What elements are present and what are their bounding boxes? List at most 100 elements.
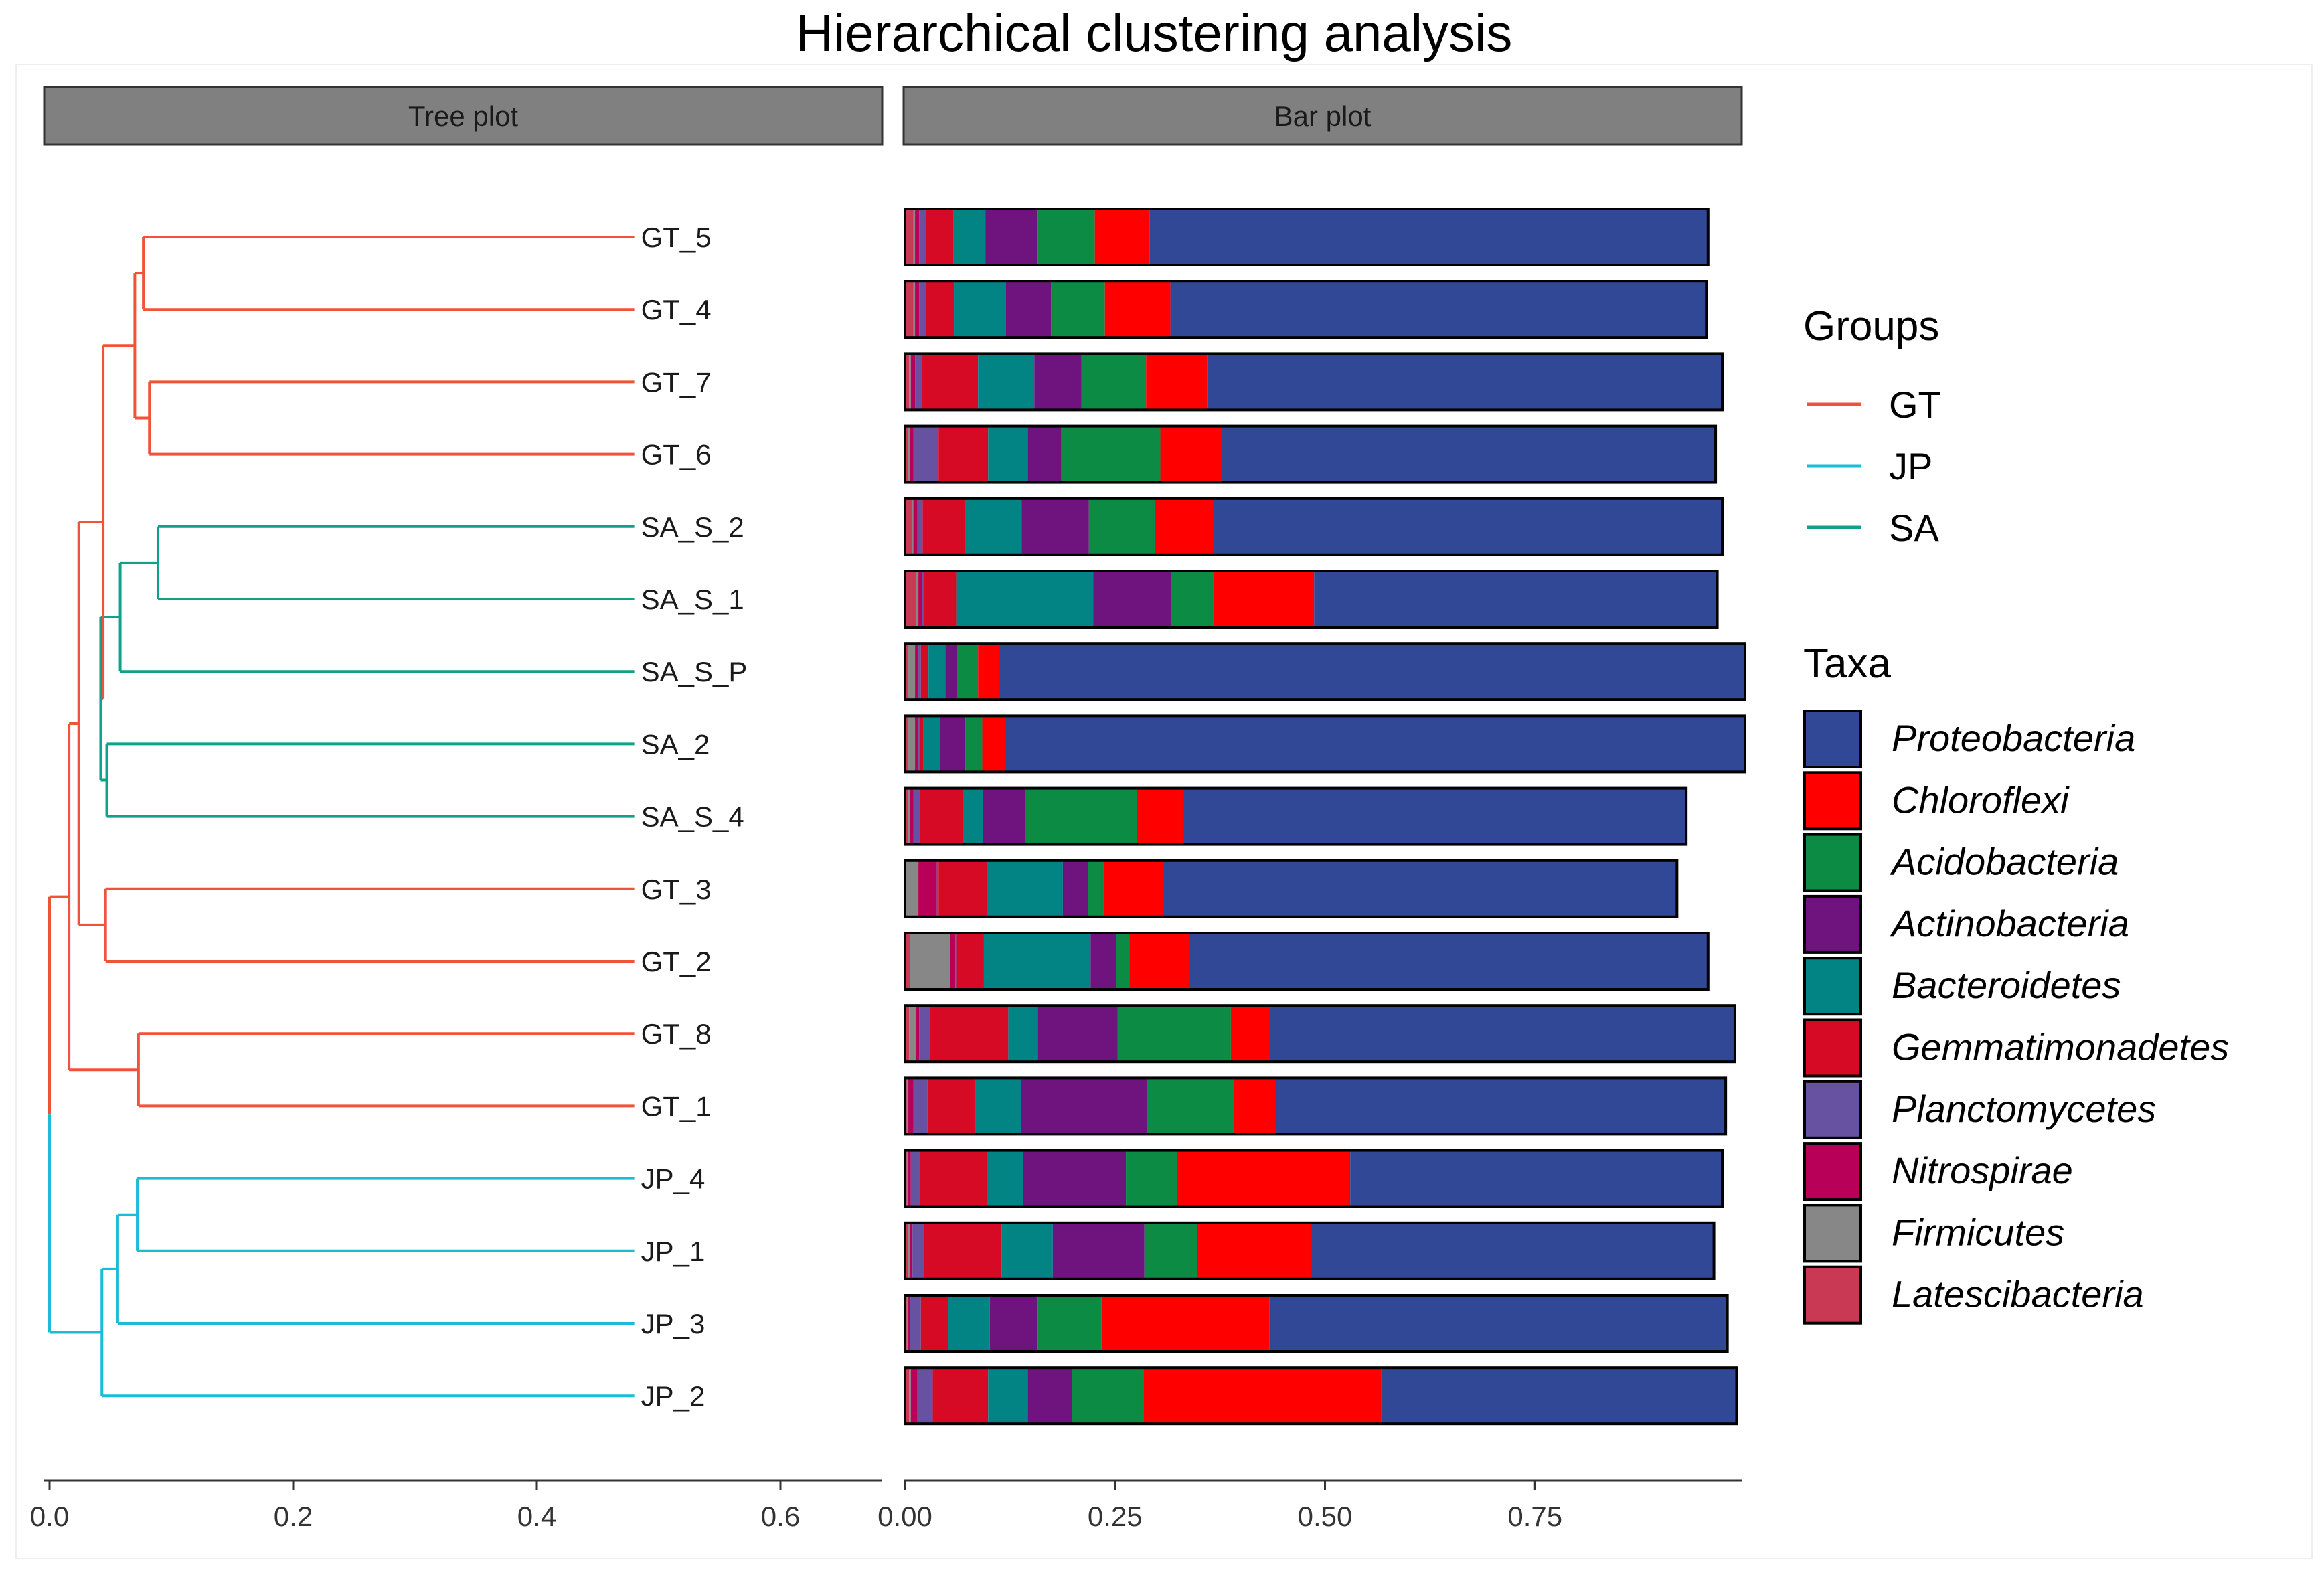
bar-segment-gt-3-gemmatimonadetes — [938, 860, 987, 917]
bar-segment-gt-1-planctomycetes — [913, 1078, 928, 1135]
bar-row-sa-s-2 — [904, 497, 1724, 556]
bar-segment-gt-4-latescibacteria — [905, 281, 914, 338]
bar-segment-gt-1-nitrospirae — [908, 1078, 914, 1135]
bar-segment-gt-2-bacteroidetes — [983, 933, 1091, 989]
bar-row-jp-4 — [904, 1149, 1724, 1208]
bar-segment-gt-6-firmicutes — [908, 426, 910, 483]
bar-segment-sa-s-2-planctomycetes — [917, 498, 923, 555]
bar-segment-gt-1-chloroflexi — [1234, 1078, 1276, 1135]
bar-x-tick-label-0: 0.00 — [878, 1501, 932, 1532]
bar-segment-sa-s-2-firmicutes — [912, 498, 914, 555]
bar-segment-gt-6-chloroflexi — [1160, 426, 1222, 483]
bar-segment-gt-8-actinobacteria — [1038, 1005, 1118, 1062]
bar-segment-gt-7-planctomycetes — [915, 353, 922, 410]
bar-outline-jp-4 — [904, 1149, 1724, 1208]
bar-segment-sa-2-proteobacteria — [1005, 716, 1745, 772]
bar-segment-jp-1-planctomycetes — [912, 1222, 924, 1279]
bar-segment-gt-7-gemmatimonadetes — [922, 353, 979, 410]
bar-segment-gt-2-latescibacteria — [905, 933, 910, 989]
bar-segment-gt-6-latescibacteria — [905, 426, 909, 483]
legend-taxa-label-firmicutes: Firmicutes — [1892, 1211, 2064, 1253]
bar-x-tick-label-1: 0.25 — [1088, 1501, 1143, 1532]
bar-segment-gt-2-nitrospirae — [950, 933, 956, 989]
bar-segment-jp-2-bacteroidetes — [988, 1367, 1028, 1424]
bar-segment-gt-5-bacteroidetes — [953, 209, 986, 265]
leaf-label-gt-2: GT_2 — [641, 946, 712, 977]
legend-taxa-swatch-bacteroidetes — [1803, 957, 1862, 1016]
bar-row-gt-7 — [904, 352, 1724, 412]
bar-segment-gt-7-actinobacteria — [1034, 353, 1082, 410]
bar-segment-jp-1-actinobacteria — [1052, 1222, 1145, 1279]
bar-segment-jp-3-planctomycetes — [910, 1295, 921, 1351]
bar-outline-sa-s-2 — [904, 497, 1724, 556]
bar-segment-sa-s-4-gemmatimonadetes — [919, 788, 963, 845]
bar-segment-gt-8-acidobacteria — [1117, 1005, 1231, 1062]
leaf-label-jp-3: JP_3 — [641, 1308, 706, 1339]
bar-segment-sa-2-chloroflexi — [982, 716, 1005, 772]
bar-segment-gt-1-acidobacteria — [1147, 1078, 1234, 1135]
bar-segment-sa-s-p-gemmatimonadetes — [920, 643, 929, 700]
bar-segment-sa-s-1-latescibacteria — [905, 571, 916, 627]
tree-panel-label: Tree plot — [408, 100, 519, 132]
bar-segment-gt-5-latescibacteria — [905, 209, 914, 265]
bar-segment-sa-s-2-chloroflexi — [1155, 498, 1214, 555]
bar-segment-sa-s-1-actinobacteria — [1093, 571, 1171, 627]
bar-segment-gt-2-firmicutes — [910, 933, 950, 989]
bar-segment-gt-2-actinobacteria — [1090, 933, 1116, 989]
bar-segment-jp-3-actinobacteria — [989, 1295, 1038, 1351]
bar-segment-sa-s-4-bacteroidetes — [963, 788, 983, 845]
bar-segment-jp-4-firmicutes — [906, 1150, 909, 1207]
tree-x-tick-label-2: 0.4 — [517, 1501, 556, 1532]
tree-x-tick-label-0: 0.0 — [30, 1501, 69, 1532]
bar-segment-gt-3-acidobacteria — [1088, 860, 1104, 917]
legend-taxa-title: Taxa — [1803, 641, 1891, 687]
bar-segment-sa-s-2-actinobacteria — [1021, 498, 1089, 555]
bar-segment-sa-s-p-chloroflexi — [978, 643, 999, 700]
leaf-label-gt-6: GT_6 — [641, 439, 712, 471]
bar-segment-jp-4-planctomycetes — [910, 1150, 920, 1207]
leaf-label-jp-2: JP_2 — [641, 1380, 706, 1412]
bar-segment-sa-s-1-chloroflexi — [1213, 571, 1315, 627]
bar-segment-sa-s-p-bacteroidetes — [928, 643, 946, 700]
bar-outline-sa-s-4 — [904, 786, 1688, 846]
bar-segment-sa-s-1-proteobacteria — [1314, 571, 1718, 627]
bar-segment-gt-2-proteobacteria — [1189, 933, 1708, 989]
leaf-label-gt-7: GT_7 — [641, 366, 712, 398]
bar-segment-gt-4-actinobacteria — [1005, 281, 1052, 338]
bar-segment-gt-5-firmicutes — [913, 209, 916, 265]
leaf-label-jp-1: JP_1 — [641, 1236, 706, 1267]
tree-x-tick-label-1: 0.2 — [274, 1501, 313, 1532]
bar-segment-sa-s-p-latescibacteria — [905, 643, 909, 700]
bar-segment-sa-s-2-latescibacteria — [905, 498, 912, 555]
bar-outline-gt-4 — [904, 280, 1708, 339]
bar-segment-jp-2-gemmatimonadetes — [932, 1367, 989, 1424]
legend-group-label-sa: SA — [1889, 507, 1939, 549]
leaf-label-sa-2: SA_2 — [641, 728, 710, 760]
bar-row-gt-8 — [904, 1004, 1736, 1064]
bar-segment-sa-s-2-proteobacteria — [1214, 498, 1723, 555]
legend-taxa-swatch-planctomycetes — [1803, 1080, 1862, 1139]
leaf-label-gt-4: GT_4 — [641, 294, 712, 325]
bar-segment-sa-s-p-actinobacteria — [945, 643, 957, 700]
bar-segment-jp-3-bacteroidetes — [948, 1295, 990, 1351]
bar-segment-sa-s-1-gemmatimonadetes — [924, 571, 957, 627]
bar-segment-gt-4-acidobacteria — [1051, 281, 1105, 338]
legend-taxa-swatch-proteobacteria — [1803, 710, 1862, 768]
bar-segment-gt-8-firmicutes — [909, 1005, 916, 1062]
bar-row-gt-2 — [904, 932, 1710, 991]
legend-taxa-label-gemmatimonadetes: Gemmatimonadetes — [1892, 1026, 2229, 1068]
bar-segment-gt-4-proteobacteria — [1170, 281, 1707, 338]
bar-outline-gt-2 — [904, 932, 1710, 991]
axis-layer: 0.0 0.2 0.4 0.6 0.00 0.25 0.50 0.75 — [30, 1479, 1742, 1532]
bar-segment-gt-8-proteobacteria — [1270, 1005, 1735, 1062]
bar-segment-sa-s-4-proteobacteria — [1183, 788, 1687, 845]
leaf-label-sa-s-1: SA_S_1 — [641, 584, 744, 615]
legend-taxa-label-chloroflexi: Chloroflexi — [1892, 778, 2070, 821]
bar-row-gt-4 — [904, 280, 1708, 339]
bar-outline-jp-1 — [904, 1221, 1716, 1280]
bar-segment-sa-s-p-proteobacteria — [999, 643, 1745, 700]
bar-outline-gt-3 — [904, 859, 1679, 918]
legend-taxa-swatch-firmicutes — [1803, 1204, 1862, 1263]
legend-taxa-label-planctomycetes: Planctomycetes — [1892, 1088, 2156, 1130]
